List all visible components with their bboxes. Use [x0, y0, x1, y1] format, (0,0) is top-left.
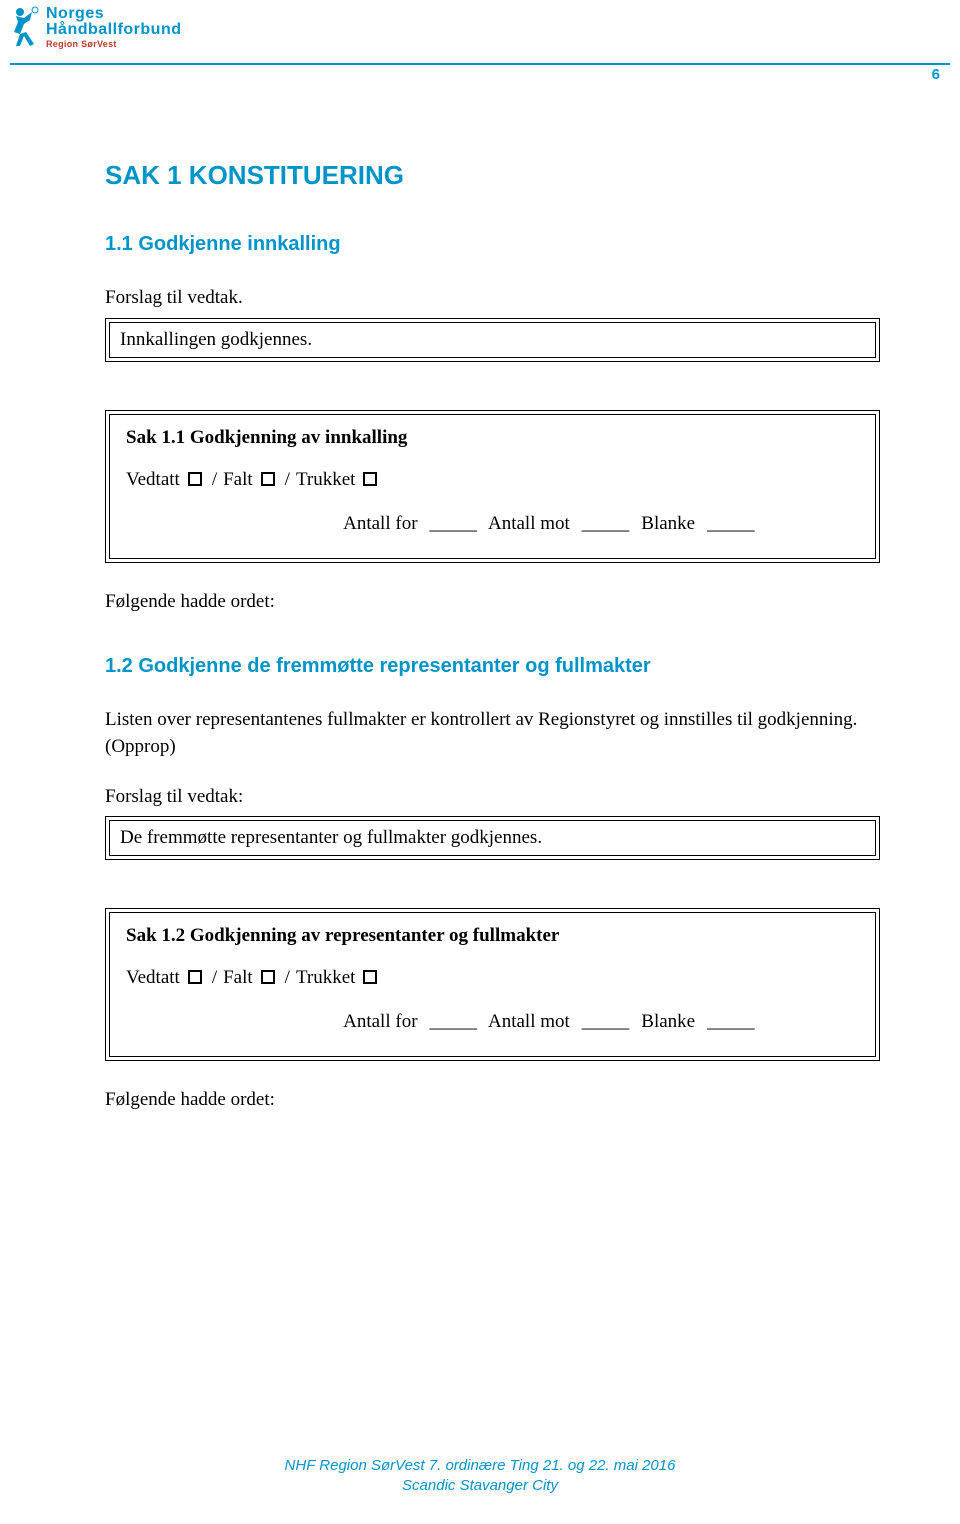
checkbox-icon[interactable] [261, 970, 275, 984]
checkbox-icon[interactable] [261, 472, 275, 486]
logo-text: Norges Håndballforbund Region SørVest [46, 6, 181, 49]
tally-blanke-label: Blanke [641, 513, 695, 534]
sak2-trukket-label: Trukket [296, 967, 355, 989]
slash: / [285, 469, 290, 491]
sak-box-2: Sak 1.2 Godkjenning av representanter og… [105, 908, 880, 1061]
section-title: SAK 1 KONSTITUERING [105, 160, 880, 191]
slash: / [212, 967, 217, 989]
tally-for-blank[interactable]: _____ [426, 513, 480, 536]
sak1-falt-label: Falt [223, 469, 253, 491]
tally-for-label: Antall for [343, 513, 417, 534]
sub2-heading: 1.2 Godkjenne de fremmøtte representante… [105, 655, 880, 678]
checkbox-icon[interactable] [188, 472, 202, 486]
sub1-proposal-label: Forslag til vedtak. [105, 284, 880, 312]
sak2-vote-line: Vedtatt / Falt / Trukket [126, 967, 859, 989]
logo-region: Region SørVest [46, 40, 181, 49]
tally-mot-blank[interactable]: _____ [579, 1011, 633, 1034]
checkbox-icon[interactable] [363, 472, 377, 486]
sak-box-1: Sak 1.1 Godkjenning av innkalling Vedtat… [105, 410, 880, 563]
footer-line-2: Scandic Stavanger City [0, 1476, 960, 1496]
sub2-body: Listen over representantenes fullmakter … [105, 706, 880, 761]
tally-blanke-label: Blanke [641, 1011, 695, 1032]
sak1-trukket-label: Trukket [296, 469, 355, 491]
logo: Norges Håndballforbund Region SørVest [10, 6, 181, 50]
slash: / [212, 469, 217, 491]
sak1-tally-line: Antall for _____ Antall mot _____ Blanke… [126, 513, 859, 536]
sak2-vedtatt-label: Vedtatt [126, 967, 180, 989]
header-rule [10, 63, 950, 65]
sak1-title: Sak 1.1 Godkjenning av innkalling [126, 427, 859, 449]
sak2-falt-label: Falt [223, 967, 253, 989]
sub2-proposal-box: De fremmøtte representanter og fullmakte… [105, 816, 880, 860]
sub1-heading: 1.1 Godkjenne innkalling [105, 233, 880, 256]
following-1: Følgende hadde ordet: [105, 591, 880, 613]
tally-mot-label: Antall mot [488, 1011, 570, 1032]
slash: / [285, 967, 290, 989]
sak2-tally-line: Antall for _____ Antall mot _____ Blanke… [126, 1011, 859, 1034]
checkbox-icon[interactable] [363, 970, 377, 984]
tally-blanke-blank[interactable]: _____ [704, 513, 758, 536]
sub1-proposal-text: Innkallingen godkjennes. [120, 329, 312, 350]
sak2-title: Sak 1.2 Godkjenning av representanter og… [126, 925, 859, 947]
logo-line-1: Norges [46, 6, 181, 22]
tally-for-label: Antall for [343, 1011, 417, 1032]
page-header: Norges Håndballforbund Region SørVest 6 [0, 0, 960, 70]
sub1-proposal-box: Innkallingen godkjennes. [105, 318, 880, 362]
page-content: SAK 1 KONSTITUERING 1.1 Godkjenne innkal… [105, 160, 880, 1153]
sak1-vedtatt-label: Vedtatt [126, 469, 180, 491]
sak1-vote-line: Vedtatt / Falt / Trukket [126, 469, 859, 491]
following-2: Følgende hadde ordet: [105, 1089, 880, 1111]
tally-for-blank[interactable]: _____ [426, 1011, 480, 1034]
logo-line-2: Håndballforbund [46, 22, 181, 38]
footer-line-1: NHF Region SørVest 7. ordinære Ting 21. … [0, 1456, 960, 1476]
page-number: 6 [932, 66, 940, 83]
checkbox-icon[interactable] [188, 970, 202, 984]
handball-figure-icon [10, 6, 40, 50]
sub2-proposal-text: De fremmøtte representanter og fullmakte… [120, 827, 542, 848]
tally-mot-blank[interactable]: _____ [579, 513, 633, 536]
tally-blanke-blank[interactable]: _____ [704, 1011, 758, 1034]
tally-mot-label: Antall mot [488, 513, 570, 534]
sub2-proposal-label: Forslag til vedtak: [105, 783, 880, 811]
page-footer: NHF Region SørVest 7. ordinære Ting 21. … [0, 1456, 960, 1497]
